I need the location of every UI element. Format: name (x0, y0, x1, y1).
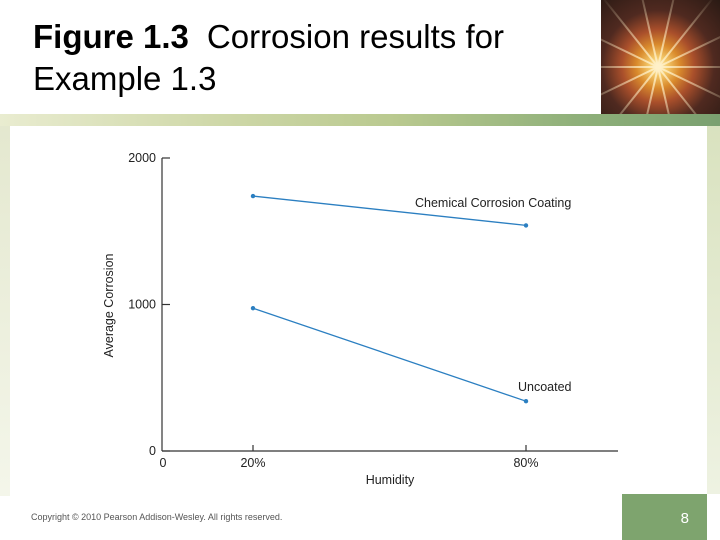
series-label: Chemical Corrosion Coating (415, 196, 571, 210)
chart-labels: 0 1000 2000 0 20% 80% Humidity Average Corrosio… (102, 151, 572, 487)
data-point (523, 223, 529, 228)
header-divider-strip (0, 114, 720, 126)
decorative-ray (658, 66, 720, 68)
series-line-uncoated (252, 307, 527, 402)
y-axis-title: Average Corrosion (102, 253, 116, 357)
decorative-ray (601, 66, 658, 68)
data-point (250, 305, 256, 311)
y-tick-label: 2000 (128, 151, 156, 165)
left-border (0, 126, 10, 496)
page-number-box: 8 (622, 494, 707, 540)
copyright-notice: Copyright © 2010 Pearson Addison-Wesley.… (31, 512, 283, 522)
chart-panel: 0 1000 2000 0 20% 80% Humidity Average Corrosio… (10, 126, 707, 494)
x-tick-label: 0 (160, 456, 167, 470)
decorative-corner-image (601, 0, 720, 114)
figure-label: Figure 1.3 (33, 18, 189, 55)
series-line-coated (252, 195, 527, 227)
page-number: 8 (680, 510, 689, 527)
y-tick-label: 1000 (128, 298, 156, 312)
x-axis-title: Humidity (366, 473, 415, 487)
chart-marks (250, 193, 529, 404)
x-tick-label: 20% (240, 456, 265, 470)
y-tick-label: 0 (149, 444, 156, 458)
chart-axes (161, 157, 618, 452)
line-chart: 0 1000 2000 0 20% 80% Humidity Average Corrosio… (102, 151, 618, 487)
data-point (250, 193, 256, 199)
figure-caption: Corrosion results for Example 1.3 (33, 18, 504, 97)
decorative-ray (657, 27, 720, 68)
data-point (523, 398, 529, 404)
right-border (707, 126, 720, 494)
x-tick-label: 80% (513, 456, 538, 470)
slide-title: Figure 1.3 Corrosion results for Example … (33, 16, 593, 100)
series-label: Uncoated (518, 380, 572, 394)
